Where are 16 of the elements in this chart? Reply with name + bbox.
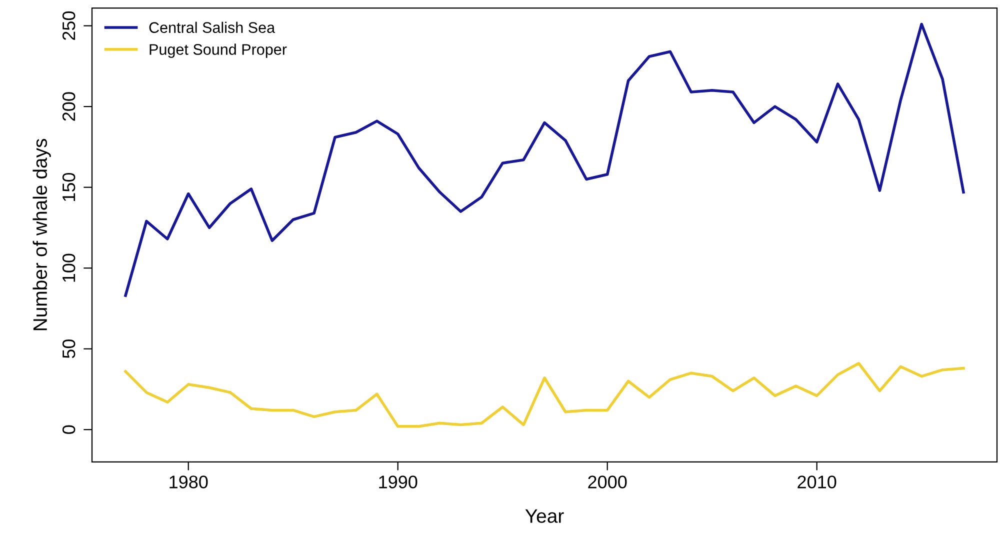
- x-tick-label: 2000: [588, 476, 627, 488]
- y-tick-label: 150: [62, 172, 76, 201]
- line-series: [124, 22, 965, 297]
- x-axis-title: Year: [525, 509, 564, 523]
- x-tick-label: 1980: [170, 476, 208, 488]
- y-tick-label: 250: [62, 11, 76, 40]
- y-tick-label: 0: [62, 425, 76, 434]
- x-tick-label: 1990: [379, 476, 418, 488]
- y-tick-label: 200: [62, 92, 76, 121]
- y-tick-label: 100: [62, 254, 76, 282]
- x-tick-label: 2010: [798, 476, 836, 488]
- legend-label: Puget Sound Proper: [150, 44, 287, 58]
- y-axis-title: Number of whale days: [32, 138, 51, 330]
- y-tick-label: 50: [62, 340, 76, 358]
- legend-label: Central Salish Sea: [149, 22, 276, 33]
- line-series: [124, 362, 965, 428]
